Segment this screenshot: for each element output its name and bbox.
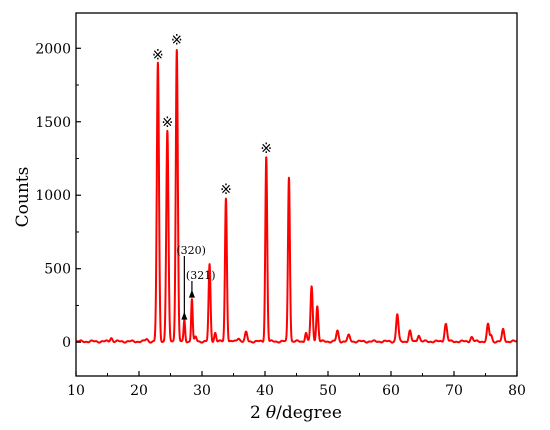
y-tick-label: 2000 xyxy=(35,41,71,57)
peak-marker: ※ xyxy=(220,182,232,198)
x-axis-title: 2 θ/degree xyxy=(250,403,342,423)
x-tick-label: 70 xyxy=(445,383,463,399)
hkl-label: (321) xyxy=(186,269,216,282)
x-axis-title-prefix: 2 xyxy=(250,403,261,423)
x-tick-label: 40 xyxy=(256,383,274,399)
y-tick-label: 1000 xyxy=(35,188,71,204)
annotation-arrow-head xyxy=(181,311,188,320)
peak-marker: ※ xyxy=(161,115,173,131)
y-tick-label: 0 xyxy=(62,335,71,351)
y-tick-label: 1500 xyxy=(35,115,71,131)
plot-frame xyxy=(75,12,518,377)
x-axis-title-suffix: /degree xyxy=(276,403,342,423)
pattern-line xyxy=(75,48,518,344)
peak-marker: ※ xyxy=(171,33,183,49)
x-tick-label: 60 xyxy=(382,383,400,399)
y-axis-title: Counts xyxy=(13,167,33,228)
x-tick-label: 10 xyxy=(67,383,85,399)
x-tick-label: 20 xyxy=(130,383,148,399)
annotation-arrow-head xyxy=(188,289,195,298)
x-tick-label: 50 xyxy=(319,383,337,399)
hkl-label: (320) xyxy=(176,244,206,257)
x-axis-title-theta: θ xyxy=(266,403,276,423)
y-tick-label: 500 xyxy=(44,262,71,278)
peak-marker: ※ xyxy=(260,141,272,157)
x-tick-label: 80 xyxy=(508,383,526,399)
x-tick-label: 30 xyxy=(193,383,211,399)
plot-area: 10 20 30 40 50 60 70 80 0 500 1000 1500 2000 ※ ※ ※ ※ ※ (32… xyxy=(35,12,526,399)
peak-marker: ※ xyxy=(152,47,164,63)
